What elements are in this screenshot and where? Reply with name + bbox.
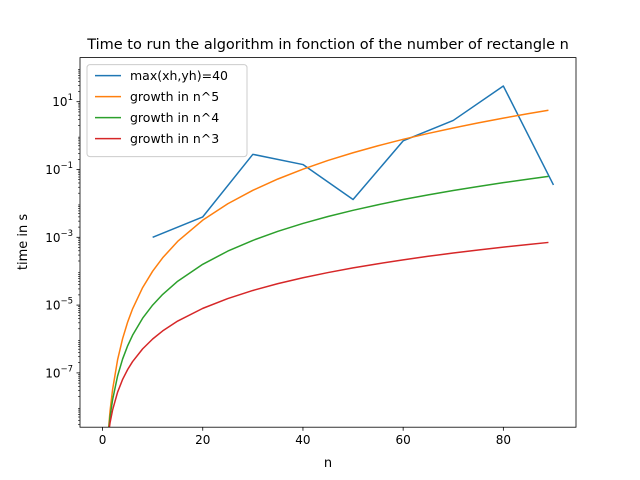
y-tick-label: 10−3 xyxy=(45,229,73,245)
x-tick-label: 40 xyxy=(295,433,310,447)
x-tick-label: 20 xyxy=(195,433,210,447)
x-tick-label: 80 xyxy=(496,433,511,447)
y-tick-label: 10−5 xyxy=(45,297,73,313)
y-axis: 10−7 10−5 10−3 10−1 101 xyxy=(45,69,80,425)
y-tick-label: 10−7 xyxy=(45,364,73,380)
legend-label: growth in n^3 xyxy=(130,131,219,146)
legend-label: max(xh,yh)=40 xyxy=(130,68,228,83)
legend: max(xh,yh)=40 growth in n^5 growth in n^4 g… xyxy=(86,64,248,158)
plot-area xyxy=(107,85,555,428)
y-tick-label: 101 xyxy=(52,93,73,109)
legend-label: growth in n^5 xyxy=(130,89,219,104)
series-line-4 xyxy=(108,241,549,428)
legend-label: growth in n^4 xyxy=(130,110,219,125)
y-axis-label: time in s xyxy=(16,214,31,270)
x-axis-label: n xyxy=(324,456,332,471)
series-line-2 xyxy=(107,109,549,428)
series-line-1 xyxy=(152,85,555,238)
chart-title: Time to run the algorithm in fonction of… xyxy=(86,37,569,53)
series-line-3 xyxy=(108,175,549,428)
x-tick-label: 60 xyxy=(396,433,411,447)
x-tick-label: 0 xyxy=(99,433,107,447)
legend-box xyxy=(86,64,248,158)
y-tick-label: 10−1 xyxy=(45,161,73,177)
x-axis: 0 20 40 60 80 xyxy=(99,427,511,447)
